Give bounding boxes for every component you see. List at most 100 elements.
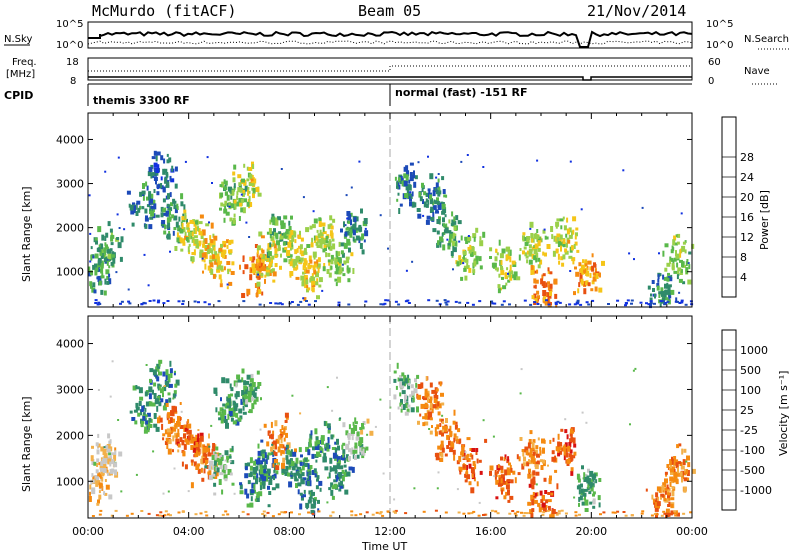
ground-cell: [533, 301, 537, 304]
data-cell: [298, 447, 302, 453]
data-cell: [530, 270, 533, 275]
data-cell: [263, 469, 267, 474]
data-cell: [148, 393, 152, 400]
data-cell: [260, 263, 263, 268]
ground-cell: [120, 300, 124, 303]
ground-cell: [611, 511, 615, 514]
ground-cell: [157, 299, 161, 302]
data-cell: [570, 470, 574, 476]
data-cell: [162, 212, 167, 216]
data-cell: [442, 207, 447, 214]
data-cell: [665, 297, 669, 301]
data-cell: [549, 514, 552, 519]
y-tick-label: 3000: [56, 178, 84, 191]
data-cell: [562, 242, 566, 248]
data-cell: [522, 232, 526, 236]
data-cell: [192, 437, 197, 442]
data-cell: [429, 396, 433, 401]
data-cell: [476, 458, 479, 464]
data-cell: [453, 433, 457, 438]
data-cell: [226, 405, 230, 409]
data-cell: [167, 193, 170, 200]
data-cell: [272, 463, 275, 468]
data-cell: [474, 464, 477, 470]
data-cell: [501, 481, 506, 485]
data-cell: [452, 232, 455, 239]
data-cell: [539, 450, 542, 456]
data-cell: [489, 256, 492, 259]
data-cell: [393, 394, 397, 400]
data-cell: [516, 276, 521, 281]
data-cell: [667, 497, 671, 501]
data-cell: [150, 210, 155, 217]
data-cell: [506, 246, 511, 251]
data-cell: [268, 259, 272, 266]
data-cell: [249, 383, 253, 387]
data-cell: [216, 256, 220, 263]
data-cell: [676, 444, 680, 449]
data-cell: [416, 208, 421, 212]
isolated-cell: [88, 194, 91, 197]
ground-cell: [560, 509, 564, 512]
data-cell: [177, 428, 180, 435]
data-cell: [140, 409, 142, 416]
data-cell: [285, 444, 289, 449]
data-cell: [140, 409, 144, 412]
data-cell: [291, 230, 296, 237]
data-cell: [317, 499, 320, 504]
data-cell: [335, 447, 338, 453]
data-cell: [505, 484, 510, 490]
data-cell: [217, 460, 222, 466]
data-cell: [171, 165, 174, 172]
data-cell: [179, 437, 183, 443]
data-cell: [410, 194, 413, 199]
data-cell: [328, 243, 331, 247]
data-cell: [241, 190, 245, 197]
isolated-cell: [210, 424, 213, 427]
data-cell: [501, 489, 503, 495]
data-cell: [241, 293, 246, 298]
data-cell: [290, 449, 293, 455]
data-cell: [104, 242, 107, 247]
data-cell: [669, 481, 672, 487]
data-cell: [331, 467, 335, 472]
data-cell: [270, 446, 273, 452]
ground-cell: [98, 303, 102, 305]
data-cell: [328, 239, 331, 245]
data-cell: [224, 478, 228, 482]
isolated-cell: [344, 224, 347, 227]
ground-cell: [579, 303, 583, 306]
data-cell: [229, 402, 232, 409]
data-cell: [111, 468, 115, 473]
data-cell: [266, 454, 270, 460]
data-cell: [438, 403, 442, 409]
data-cell: [248, 395, 251, 399]
data-cell: [214, 453, 218, 460]
nsky-right-tick-top: 10^5: [706, 19, 733, 30]
data-cell: [326, 423, 331, 429]
data-cell: [362, 448, 365, 454]
isolated-cell: [336, 376, 338, 379]
data-cell: [109, 228, 113, 233]
data-cell: [170, 178, 175, 183]
data-cell: [103, 453, 108, 459]
data-cell: [664, 267, 668, 272]
data-cell: [166, 428, 171, 433]
data-cell: [537, 247, 541, 252]
data-cell: [106, 260, 109, 266]
data-cell: [677, 461, 682, 465]
data-cell: [584, 261, 588, 266]
isolated-cell: [123, 228, 126, 231]
data-cell: [290, 255, 293, 260]
data-cell: [110, 261, 114, 266]
data-cell: [96, 502, 100, 506]
data-cell: [306, 285, 309, 289]
data-cell: [286, 449, 291, 455]
data-cell: [170, 202, 173, 207]
data-cell: [436, 230, 440, 235]
data-cell: [440, 418, 444, 423]
data-cell: [568, 234, 573, 239]
data-cell: [160, 155, 164, 161]
ground-cell: [483, 513, 487, 516]
data-cell: [494, 474, 497, 480]
